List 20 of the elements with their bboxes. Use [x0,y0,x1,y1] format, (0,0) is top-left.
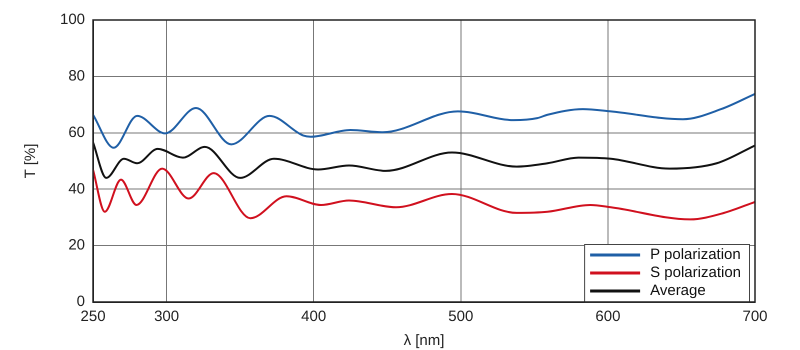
y-tick-label: 40 [68,180,86,198]
y-tick-label: 0 [76,293,86,310]
x-tick-label: 600 [595,308,620,326]
line-series [93,141,755,179]
x-tick-label: 700 [742,308,768,326]
legend-label: Average [650,282,706,300]
x-tick-label: 500 [448,308,474,326]
legend-label: P polarization [650,246,741,264]
y-tick-label: 100 [60,11,86,28]
y-axis-title: T [%] [22,144,40,178]
x-tick-label: 250 [80,308,106,326]
x-tick-label: 400 [301,308,326,326]
x-axis-title: λ [nm] [404,332,444,350]
y-tick-label: 60 [68,124,86,141]
x-tick-label: 300 [154,308,180,326]
y-tick-label: 20 [68,236,86,254]
y-tick-label: 80 [68,68,86,85]
line-series [93,92,755,149]
legend-label: S polarization [650,264,742,282]
line-series [93,168,755,220]
